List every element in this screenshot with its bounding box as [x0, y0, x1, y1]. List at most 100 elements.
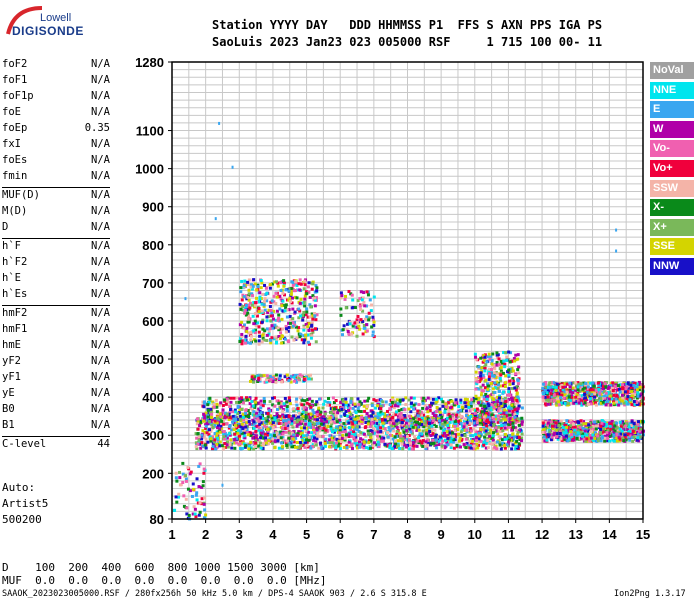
echo-point	[252, 377, 256, 381]
echo-point	[580, 403, 584, 407]
echo-point	[345, 446, 349, 450]
echo-point	[563, 402, 567, 406]
echo-point	[271, 434, 275, 438]
echo-point	[545, 438, 549, 442]
echo-point	[490, 402, 494, 406]
param-value: N/A	[91, 106, 110, 118]
echo-point	[203, 415, 207, 419]
echo-point	[615, 424, 619, 428]
echo-point	[247, 444, 251, 448]
echo-point	[435, 409, 439, 413]
echo-point	[509, 407, 513, 411]
echo-point	[635, 438, 639, 442]
echo-point	[399, 411, 403, 415]
echo-point	[503, 362, 507, 366]
echo-point	[281, 436, 285, 440]
echo-point	[315, 422, 319, 426]
echo-point	[469, 446, 473, 450]
echo-point	[296, 407, 300, 411]
echo-point	[488, 411, 492, 415]
echo-point	[378, 413, 382, 417]
echo-point	[481, 383, 485, 387]
echo-point	[239, 290, 243, 294]
echo-point	[500, 438, 504, 442]
echo-point	[477, 443, 481, 447]
echo-point	[208, 435, 212, 439]
echo-point	[401, 398, 405, 402]
echo-point	[511, 425, 515, 429]
echo-point	[299, 426, 303, 430]
echo-point	[369, 414, 373, 418]
echo-point	[289, 380, 293, 384]
echo-point	[498, 376, 502, 380]
echo-point	[304, 411, 308, 415]
echo-point	[507, 371, 511, 375]
param-name: yF2	[2, 355, 21, 367]
echo-point	[343, 425, 347, 429]
echo-point	[510, 359, 514, 363]
echo-point	[234, 416, 238, 420]
echo-point	[377, 445, 381, 449]
echo-point	[448, 431, 452, 435]
echo-point	[332, 401, 336, 405]
echo-point	[299, 444, 303, 448]
echo-point	[277, 316, 281, 320]
echo-point	[431, 432, 435, 436]
echo-point	[360, 415, 364, 419]
echo-point	[453, 401, 457, 405]
echo-point	[260, 429, 264, 433]
echo-point	[211, 445, 215, 449]
echo-point	[201, 417, 205, 421]
echo-point	[577, 401, 581, 405]
echo-point	[279, 327, 283, 331]
echo-point	[559, 401, 563, 405]
param-value: N/A	[91, 170, 110, 182]
echo-point	[426, 442, 430, 446]
echo-point	[287, 431, 291, 435]
echo-point	[249, 440, 253, 444]
echo-point	[601, 387, 605, 391]
echo-point	[292, 416, 296, 420]
echo-point	[614, 383, 618, 387]
echo-point	[515, 391, 519, 395]
echo-point	[236, 417, 240, 421]
echo-point	[584, 439, 588, 443]
echo-point	[235, 396, 239, 400]
echo-point	[383, 427, 387, 431]
echo-point	[508, 420, 512, 424]
echo-point	[358, 440, 362, 444]
echo-point	[280, 380, 284, 384]
echo-point	[598, 384, 602, 388]
echo-point	[360, 421, 364, 425]
echo-point	[497, 409, 501, 413]
echo-point	[410, 447, 414, 451]
echo-point	[365, 417, 369, 421]
echo-point	[229, 407, 233, 411]
echo-point	[547, 383, 551, 387]
echo-point	[451, 414, 455, 418]
echo-point	[249, 431, 253, 435]
echo-point	[206, 440, 210, 444]
echo-point	[396, 415, 400, 419]
echo-point	[280, 441, 284, 445]
echo-point	[345, 444, 349, 448]
echo-point	[569, 419, 573, 423]
echo-point	[543, 439, 547, 443]
echo-point	[487, 384, 491, 388]
echo-point	[596, 439, 600, 443]
echo-point	[504, 411, 508, 415]
echo-point	[434, 438, 438, 442]
echo-point	[482, 443, 486, 447]
echo-point	[266, 433, 270, 437]
echo-point	[494, 404, 498, 408]
echo-point	[501, 408, 505, 412]
echo-point	[469, 401, 473, 405]
echo-point	[210, 418, 214, 422]
echo-point	[218, 416, 222, 420]
echo-point	[574, 381, 578, 385]
echo-point	[365, 405, 369, 409]
echo-point	[554, 394, 558, 398]
echo-point	[350, 420, 354, 424]
echo-point	[209, 427, 213, 431]
echo-point	[504, 420, 508, 424]
